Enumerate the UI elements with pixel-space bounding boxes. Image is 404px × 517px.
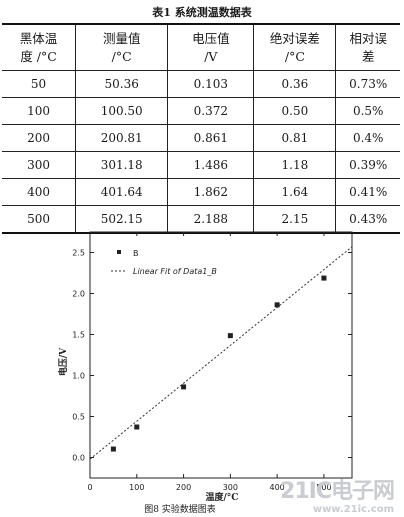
data-point xyxy=(274,302,280,308)
table-header-cell: 测量值 /°C xyxy=(75,23,168,71)
table-cell: 1.64 xyxy=(253,178,336,206)
table-header-text: 黑体温 xyxy=(19,30,58,46)
table-row: 400 401.64 1.862 1.64 0.41% xyxy=(2,178,400,206)
x-tick-label: 0 xyxy=(87,483,92,492)
fit-line xyxy=(89,246,353,460)
x-tick-label: 300 xyxy=(223,483,238,492)
table-cell: 2.15 xyxy=(253,205,336,234)
plot-frame xyxy=(89,231,353,479)
table-header-text: 度 /°C xyxy=(20,48,57,64)
table-cell: 0.372 xyxy=(167,97,254,125)
y-tick-label: 0.0 xyxy=(72,454,85,463)
table-cell: 200.81 xyxy=(75,124,168,152)
table-header-text: 差 xyxy=(361,48,375,64)
table-cell: 0.81 xyxy=(253,124,336,152)
x-tick-label: 100 xyxy=(129,483,144,492)
table-header-text: 相对误 xyxy=(349,30,387,46)
table-header-text: 绝对误差 xyxy=(269,30,320,46)
table-cell: 0.36 xyxy=(253,70,336,98)
table-cell: 0.50 xyxy=(253,97,336,125)
table-header-text: /V xyxy=(204,48,218,64)
x-tick-label: 400 xyxy=(270,483,285,492)
watermark: 21IC电子网 xyxy=(280,479,395,504)
table-cell: 301.18 xyxy=(75,151,168,179)
table-header-cell: 电压值/V xyxy=(167,23,254,71)
y-axis-label: 电压/V xyxy=(57,347,69,376)
table-cell: 1.486 xyxy=(167,151,254,179)
data-point xyxy=(110,446,116,452)
table-cell: 50 xyxy=(2,70,76,98)
x-axis-label: 温度/°C xyxy=(206,491,239,503)
x-tick-label: 500 xyxy=(316,483,331,492)
y-tick-label: 2.0 xyxy=(72,290,85,299)
data-point xyxy=(181,384,187,390)
table-header-row: 黑体温度 /°C 测量值 /°C 电压值/V 绝对误差 /°C 相对误差 xyxy=(2,23,400,71)
table-cell: 200 xyxy=(2,124,76,152)
chart-caption: 图8 实验数据图表 xyxy=(144,503,216,515)
table-cell: 0.4% xyxy=(335,124,400,152)
legend-marker xyxy=(117,250,121,254)
table-cell: 400 xyxy=(2,178,76,206)
y-tick-label: 1.0 xyxy=(72,372,85,381)
legend-label-series: B xyxy=(133,249,139,258)
table-cell: 0.5% xyxy=(335,97,400,125)
data-point xyxy=(227,333,233,339)
table-cell: 0.41% xyxy=(335,178,400,206)
table-header-cell: 绝对误差 /°C xyxy=(253,23,336,71)
table-title: 表1 系统测温数据表 xyxy=(152,6,252,19)
table-header-cell: 黑体温度 /°C xyxy=(2,23,76,71)
data-point xyxy=(134,424,140,430)
table-cell: 50.36 xyxy=(75,70,168,98)
table-cell: 0.861 xyxy=(167,124,254,152)
table-cell: 0.43% xyxy=(335,205,400,234)
table-cell: 502.15 xyxy=(75,205,168,234)
table-cell: 1.18 xyxy=(253,151,336,179)
table-header-text: 电压值 xyxy=(192,30,230,46)
data-point xyxy=(321,275,327,281)
table-cell: 100 xyxy=(2,97,76,125)
scatter-chart: 0 100 200 300 400 500 0.0 0.5 1.0 1.5 2.0 2.5 B Linea… xyxy=(57,231,353,515)
table-header-text: /°C xyxy=(111,48,132,64)
table-cell: 0.39% xyxy=(335,151,400,179)
table-header-cell: 相对误差 xyxy=(335,23,400,71)
legend-label-fit: Linear Fit of Data1_B xyxy=(133,267,217,276)
table-row: 200 200.81 0.861 0.81 0.4% xyxy=(2,124,400,152)
table-cell: 0.73% xyxy=(335,70,400,98)
data-table: 黑体温度 /°C 测量值/°C 电压值/V 绝对误差/°C 相对误差 50 50.36 0.1… xyxy=(2,23,400,234)
table-cell: 2.188 xyxy=(167,205,254,234)
table-cell: 500 xyxy=(2,205,76,234)
y-tick-label: 0.5 xyxy=(72,413,85,422)
table-cell: 0.103 xyxy=(167,70,254,98)
watermark-url: www.21ic.com xyxy=(312,504,394,515)
table-header-text: /°C xyxy=(284,48,305,64)
table-cell: 1.862 xyxy=(167,178,254,206)
table-row: 100 100.50 0.372 0.50 0.5% xyxy=(2,97,400,125)
y-tick-label: 1.5 xyxy=(72,331,85,340)
table-cell: 401.64 xyxy=(75,178,168,206)
y-tick-label: 2.5 xyxy=(72,249,85,258)
table-header-text: 测量值 xyxy=(102,30,141,46)
table-cell: 300 xyxy=(2,151,76,179)
table-row: 300 301.18 1.486 1.18 0.39% xyxy=(2,151,400,179)
table-row: 500 502.15 2.188 2.15 0.43% xyxy=(2,205,400,234)
x-tick-label: 200 xyxy=(176,483,191,492)
table-cell: 100.50 xyxy=(75,97,168,125)
table-row: 50 50.36 0.103 0.36 0.73% xyxy=(2,70,400,98)
